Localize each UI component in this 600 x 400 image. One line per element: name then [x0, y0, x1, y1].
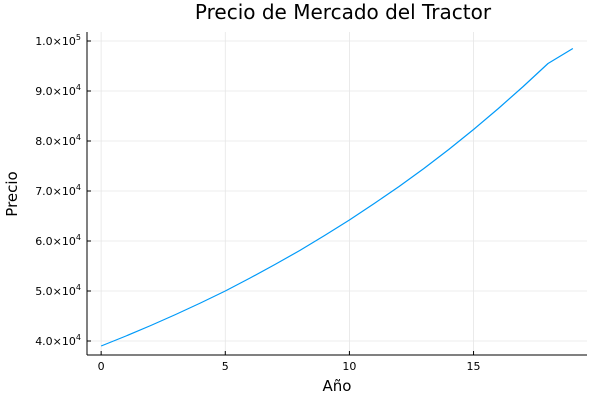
series-line	[100, 47, 574, 347]
x-tick-label: 15	[467, 360, 481, 373]
x-tick-labels: 0 5 10 15	[98, 360, 481, 373]
y-tick-label: 8.0×104	[35, 133, 81, 148]
series-layer	[100, 47, 574, 347]
x-tick-label: 5	[222, 360, 229, 373]
y-tick-label: 7.0×104	[35, 183, 81, 198]
y-tick-label: 4.0×104	[35, 333, 81, 348]
grid-lines	[87, 32, 587, 355]
x-tick-label: 10	[342, 360, 356, 373]
y-tick-label: 5.0×104	[35, 283, 81, 298]
chart-title: Precio de Mercado del Tractor	[195, 0, 492, 24]
y-tick-label: 9.0×104	[35, 83, 81, 98]
y-tick-label: 6.0×104	[35, 233, 81, 248]
y-tick-label: 1.0×105	[35, 33, 81, 48]
x-tick-label: 0	[98, 360, 105, 373]
axes	[86, 32, 587, 356]
y-tick-labels: 4.0×104 5.0×104 6.0×104 7.0×104 8.0×104 9.0×1…	[35, 33, 81, 348]
x-axis-label: Año	[323, 377, 352, 395]
y-axis-label: Precio	[3, 171, 21, 216]
